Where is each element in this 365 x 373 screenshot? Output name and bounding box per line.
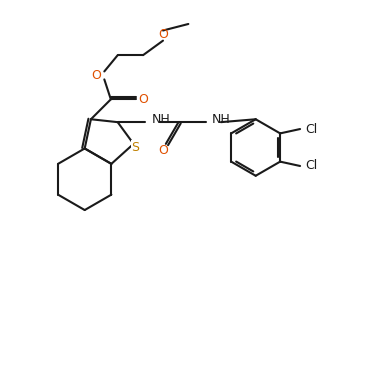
Text: O: O [158,28,168,41]
Text: O: O [158,144,168,157]
Text: O: O [138,93,148,106]
Text: NH: NH [151,113,170,126]
Text: NH: NH [212,113,231,126]
Text: Cl: Cl [306,123,318,135]
Text: S: S [131,141,139,154]
Text: Cl: Cl [306,160,318,172]
Text: O: O [91,69,101,82]
